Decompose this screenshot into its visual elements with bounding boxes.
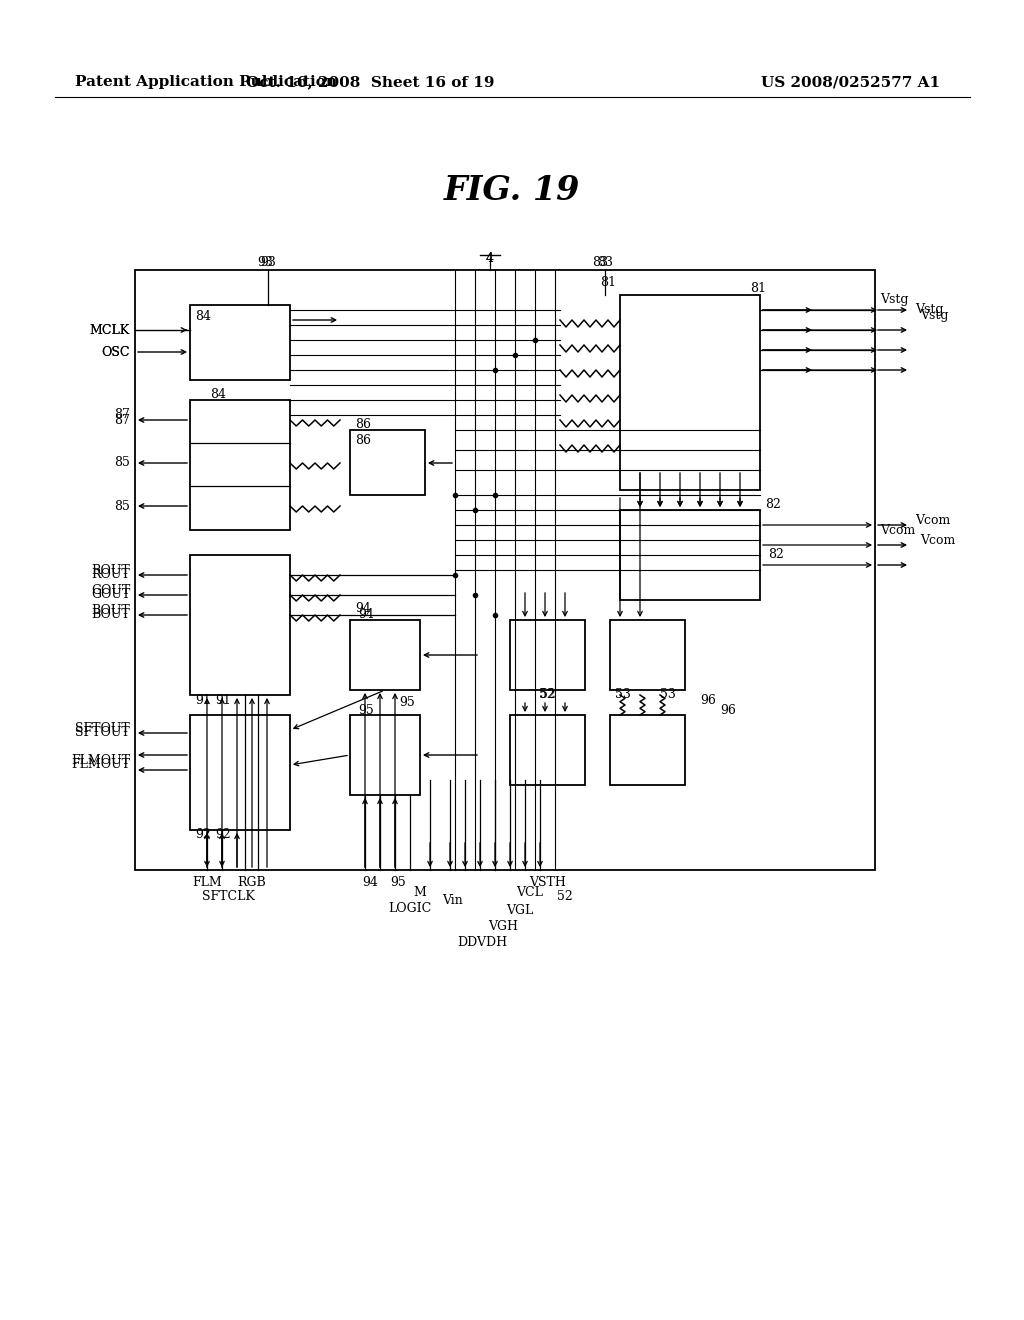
Text: 52: 52 bbox=[540, 689, 556, 701]
Text: MCLK: MCLK bbox=[90, 323, 130, 337]
Text: US 2008/0252577 A1: US 2008/0252577 A1 bbox=[761, 75, 940, 88]
Bar bbox=[190, 400, 290, 531]
Text: VSTH: VSTH bbox=[529, 875, 566, 888]
Bar bbox=[190, 554, 290, 696]
Bar bbox=[510, 715, 585, 785]
Bar bbox=[135, 271, 874, 870]
Text: FIG. 19: FIG. 19 bbox=[443, 173, 581, 206]
Text: 96: 96 bbox=[700, 693, 716, 706]
Bar bbox=[190, 715, 290, 830]
Text: LOGIC: LOGIC bbox=[388, 902, 432, 915]
Text: Vstg: Vstg bbox=[880, 293, 908, 306]
Text: MCLK: MCLK bbox=[90, 323, 130, 337]
Text: GOUT: GOUT bbox=[91, 589, 130, 602]
Text: Vcom: Vcom bbox=[920, 533, 955, 546]
Bar bbox=[510, 620, 585, 690]
Text: 83: 83 bbox=[597, 256, 613, 268]
Text: 85: 85 bbox=[114, 457, 130, 470]
Text: SFTOUT: SFTOUT bbox=[75, 722, 130, 734]
Text: Vin: Vin bbox=[442, 894, 464, 907]
Text: 94: 94 bbox=[358, 609, 374, 622]
Text: RGB: RGB bbox=[238, 875, 266, 888]
Text: Vcom: Vcom bbox=[880, 524, 915, 536]
Text: ROUT: ROUT bbox=[91, 569, 130, 582]
Text: FLMOUT: FLMOUT bbox=[71, 759, 130, 771]
Text: 81: 81 bbox=[750, 281, 766, 294]
Text: 53: 53 bbox=[615, 689, 631, 701]
Text: 93: 93 bbox=[257, 256, 273, 268]
Text: 91: 91 bbox=[215, 693, 230, 706]
Text: 82: 82 bbox=[768, 549, 784, 561]
Bar bbox=[620, 510, 760, 601]
Text: FLMOUT: FLMOUT bbox=[71, 754, 130, 767]
Text: 87: 87 bbox=[114, 408, 130, 421]
Text: 84: 84 bbox=[210, 388, 226, 401]
Text: 93: 93 bbox=[260, 256, 275, 268]
Text: 95: 95 bbox=[390, 875, 406, 888]
Text: GOUT: GOUT bbox=[91, 583, 130, 597]
Bar bbox=[350, 715, 420, 795]
Text: 83: 83 bbox=[592, 256, 608, 268]
Text: OSC: OSC bbox=[101, 346, 130, 359]
Text: 87: 87 bbox=[114, 413, 130, 426]
Text: 82: 82 bbox=[765, 499, 781, 511]
Bar bbox=[350, 620, 420, 690]
Text: Vcom: Vcom bbox=[915, 513, 950, 527]
Text: Patent Application Publication: Patent Application Publication bbox=[75, 75, 337, 88]
Text: 94: 94 bbox=[362, 875, 378, 888]
Text: VGH: VGH bbox=[488, 920, 518, 932]
Text: SFTCLK: SFTCLK bbox=[202, 890, 254, 903]
Text: 94: 94 bbox=[355, 602, 371, 615]
Text: M: M bbox=[414, 886, 426, 899]
Bar bbox=[620, 294, 760, 490]
Text: OSC: OSC bbox=[101, 346, 130, 359]
Text: 95: 95 bbox=[358, 704, 374, 717]
Text: 91: 91 bbox=[195, 693, 211, 706]
Text: 92: 92 bbox=[195, 829, 211, 842]
Text: VGL: VGL bbox=[507, 903, 534, 916]
Text: BOUT: BOUT bbox=[91, 603, 130, 616]
Text: VCL: VCL bbox=[516, 886, 544, 899]
Text: Vstg: Vstg bbox=[915, 304, 943, 317]
Text: 81: 81 bbox=[600, 276, 616, 289]
Text: Vstg: Vstg bbox=[920, 309, 948, 322]
Text: BOUT: BOUT bbox=[91, 609, 130, 622]
Text: DDVDH: DDVDH bbox=[457, 936, 507, 949]
Text: 4: 4 bbox=[486, 252, 494, 264]
Text: 52: 52 bbox=[557, 890, 572, 903]
Text: Oct. 16, 2008  Sheet 16 of 19: Oct. 16, 2008 Sheet 16 of 19 bbox=[246, 75, 495, 88]
Text: 52: 52 bbox=[539, 689, 555, 701]
Text: 4: 4 bbox=[486, 252, 494, 264]
Bar bbox=[610, 715, 685, 785]
Text: 85: 85 bbox=[114, 499, 130, 512]
Text: ROUT: ROUT bbox=[91, 564, 130, 577]
Text: SFTOUT: SFTOUT bbox=[75, 726, 130, 739]
Bar bbox=[610, 620, 685, 690]
Bar bbox=[350, 430, 425, 495]
Text: FLM: FLM bbox=[193, 875, 222, 888]
Text: 95: 95 bbox=[399, 697, 415, 710]
Text: 92: 92 bbox=[215, 829, 230, 842]
Bar bbox=[190, 305, 290, 380]
Text: 53: 53 bbox=[660, 689, 676, 701]
Text: 84: 84 bbox=[195, 310, 211, 323]
Text: 96: 96 bbox=[720, 704, 736, 717]
Text: 86: 86 bbox=[355, 418, 371, 432]
Text: 86: 86 bbox=[355, 433, 371, 446]
